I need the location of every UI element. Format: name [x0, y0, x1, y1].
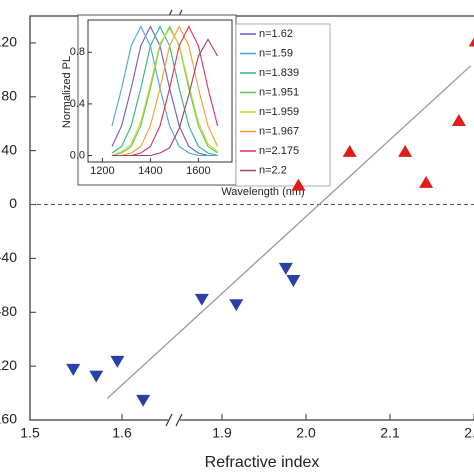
y-tick-label: 40: [1, 141, 17, 157]
fit-line: [106, 65, 472, 399]
inset-y-tick-label: 0.4: [70, 98, 85, 110]
inset-x-tick-label: 1200: [90, 165, 114, 177]
marker: [136, 394, 151, 407]
y-tick-label: 0: [9, 195, 17, 211]
marker: [66, 363, 81, 376]
x-tick-label: 2.2: [464, 425, 474, 441]
marker: [89, 370, 104, 383]
y-tick-label: -40: [0, 249, 17, 265]
marker: [342, 145, 357, 157]
inset-x-label: Wavelength (nm): [221, 186, 304, 198]
inset-legend: [235, 23, 331, 187]
legend-label: n=1.839: [259, 67, 299, 79]
y-tick-label: -80: [0, 303, 17, 319]
x-axis-label: Refractive index: [205, 454, 320, 471]
x-tick-label: 1.6: [112, 425, 132, 441]
marker: [468, 37, 474, 47]
plot-frame: [29, 15, 474, 421]
y-tick-label: 80: [1, 88, 17, 104]
marker: [286, 275, 301, 287]
y-tick-label: -120: [0, 357, 17, 373]
marker: [229, 299, 244, 312]
x-tick-label: 2.1: [380, 425, 400, 441]
marker: [398, 145, 413, 157]
inset-y-label: Normalized PL: [61, 56, 73, 128]
x-tick-label: 2.0: [296, 425, 316, 441]
inset-y-tick-label: 0.8: [70, 46, 85, 58]
legend-label: n=1.967: [259, 125, 299, 137]
legend-label: n=1.59: [259, 47, 293, 59]
x-tick-label: 1.5: [20, 425, 40, 441]
inset-x-tick-label: 1400: [138, 165, 162, 177]
marker: [110, 355, 125, 368]
legend-label: n=2.2: [259, 164, 287, 176]
legend-label: n=1.959: [259, 106, 299, 118]
inset-frame: [87, 19, 233, 163]
marker: [291, 178, 306, 191]
inset-y-tick-label: 0.0: [70, 149, 85, 161]
pl-curve: [112, 25, 219, 157]
legend-label: n=1.62: [259, 28, 293, 40]
y-tick-label: -160: [0, 411, 17, 427]
pl-curve: [112, 38, 219, 157]
legend-label: n=2.175: [259, 145, 299, 157]
marker: [278, 262, 293, 275]
marker: [451, 114, 466, 126]
legend-label: n=1.951: [259, 86, 299, 98]
x-tick-label: 1.9: [212, 425, 232, 441]
marker: [419, 175, 434, 188]
marker: [194, 293, 209, 306]
y-tick-label: 120: [0, 34, 17, 50]
inset-x-tick-label: 1600: [186, 165, 210, 177]
pl-curve: [111, 27, 218, 157]
